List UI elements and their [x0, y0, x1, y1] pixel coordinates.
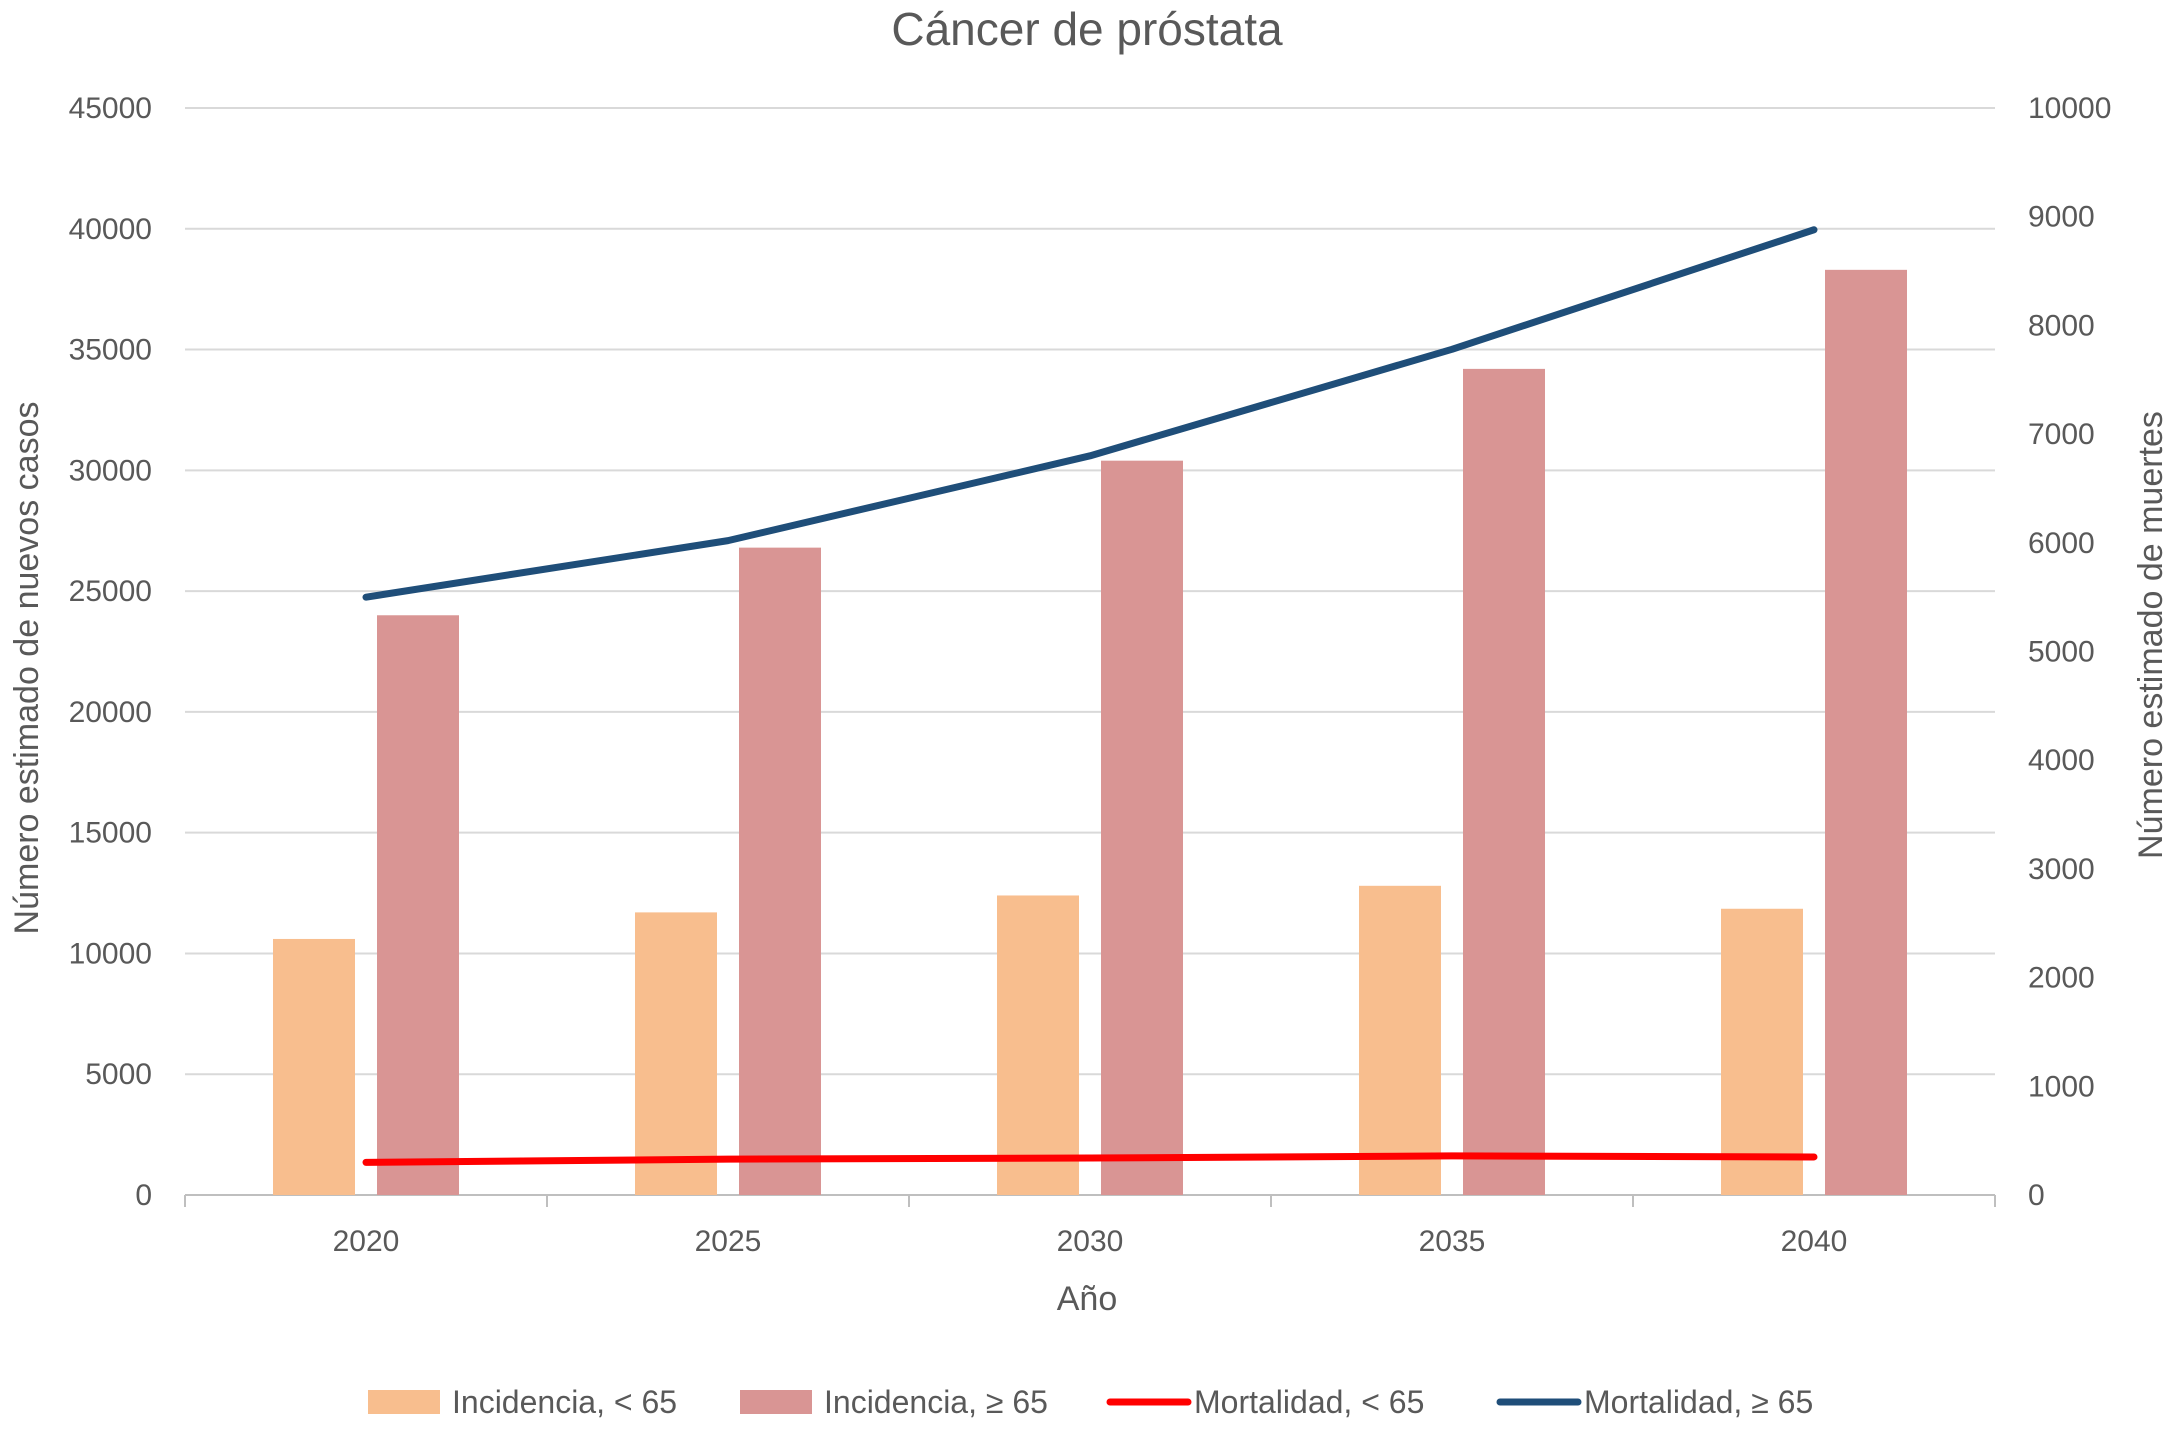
x-axis-ticks: 2020 2025 2030 2035 2040 — [333, 1225, 1848, 1258]
bar — [1825, 269, 1907, 1195]
bar — [997, 895, 1079, 1195]
y-tick-label: 0 — [135, 1179, 152, 1212]
x-tick-label: 2020 — [333, 1225, 400, 1258]
chart-title: Cáncer de próstata — [891, 3, 1283, 55]
y2-tick-label: 2000 — [2028, 962, 2095, 995]
x-tick-label: 2030 — [1057, 1225, 1124, 1258]
y2-tick-label: 5000 — [2028, 636, 2095, 669]
bar — [1721, 908, 1803, 1195]
y2-axis-ticks: 0 1000 2000 3000 4000 5000 6000 7000 8000 9000 100… — [2028, 92, 2111, 1212]
y-tick-label: 15000 — [69, 817, 152, 850]
y-tick-label: 20000 — [69, 696, 152, 729]
bar — [635, 912, 717, 1195]
series-line — [362, 226, 1818, 601]
legend-label: Incidencia, ≥ 65 — [824, 1384, 1048, 1420]
y2-tick-label: 0 — [2028, 1179, 2045, 1212]
y2-tick-label: 10000 — [2028, 92, 2111, 125]
legend-label: Mortalidad, < 65 — [1194, 1384, 1424, 1420]
legend: Incidencia, < 65 Incidencia, ≥ 65 Mortalid… — [368, 1384, 1813, 1420]
y-axis-ticks: 0 5000 10000 15000 20000 25000 30000 35000 40000… — [69, 92, 152, 1212]
bars — [273, 269, 1907, 1195]
legend-label: Mortalidad, ≥ 65 — [1584, 1384, 1813, 1420]
y-tick-label: 10000 — [69, 937, 152, 970]
y2-tick-label: 4000 — [2028, 744, 2095, 777]
bar — [1359, 885, 1441, 1195]
y-axis-label: Número estimado de nuevos casos — [8, 402, 46, 935]
y-tick-label: 25000 — [69, 575, 152, 608]
y2-axis-label: Número estimado de muertes — [2132, 411, 2170, 859]
y2-tick-label: 7000 — [2028, 418, 2095, 451]
series-line — [362, 1152, 1818, 1166]
y2-tick-label: 8000 — [2028, 309, 2095, 342]
bar — [273, 938, 355, 1195]
y-tick-label: 35000 — [69, 334, 152, 367]
y-tick-label: 5000 — [85, 1058, 152, 1091]
series-lines — [362, 226, 1818, 1166]
legend-label: Incidencia, < 65 — [452, 1384, 677, 1420]
y-tick-label: 30000 — [69, 454, 152, 487]
bar — [1101, 460, 1183, 1195]
y2-tick-label: 6000 — [2028, 527, 2095, 560]
bar — [1463, 368, 1545, 1195]
bar — [377, 615, 459, 1195]
y2-tick-label: 1000 — [2028, 1070, 2095, 1103]
legend-swatch — [368, 1390, 440, 1414]
x-tick-label: 2025 — [695, 1225, 762, 1258]
gridlines — [185, 107, 1995, 1076]
x-axis-tick-marks — [184, 1195, 1996, 1207]
bar — [739, 547, 821, 1195]
y2-tick-label: 9000 — [2028, 201, 2095, 234]
y2-tick-label: 3000 — [2028, 853, 2095, 886]
y-tick-label: 45000 — [69, 92, 152, 125]
x-tick-label: 2035 — [1419, 1225, 1486, 1258]
x-tick-label: 2040 — [1781, 1225, 1848, 1258]
legend-swatch — [740, 1390, 812, 1414]
y-tick-label: 40000 — [69, 213, 152, 246]
x-axis-label: Año — [1057, 1280, 1118, 1318]
